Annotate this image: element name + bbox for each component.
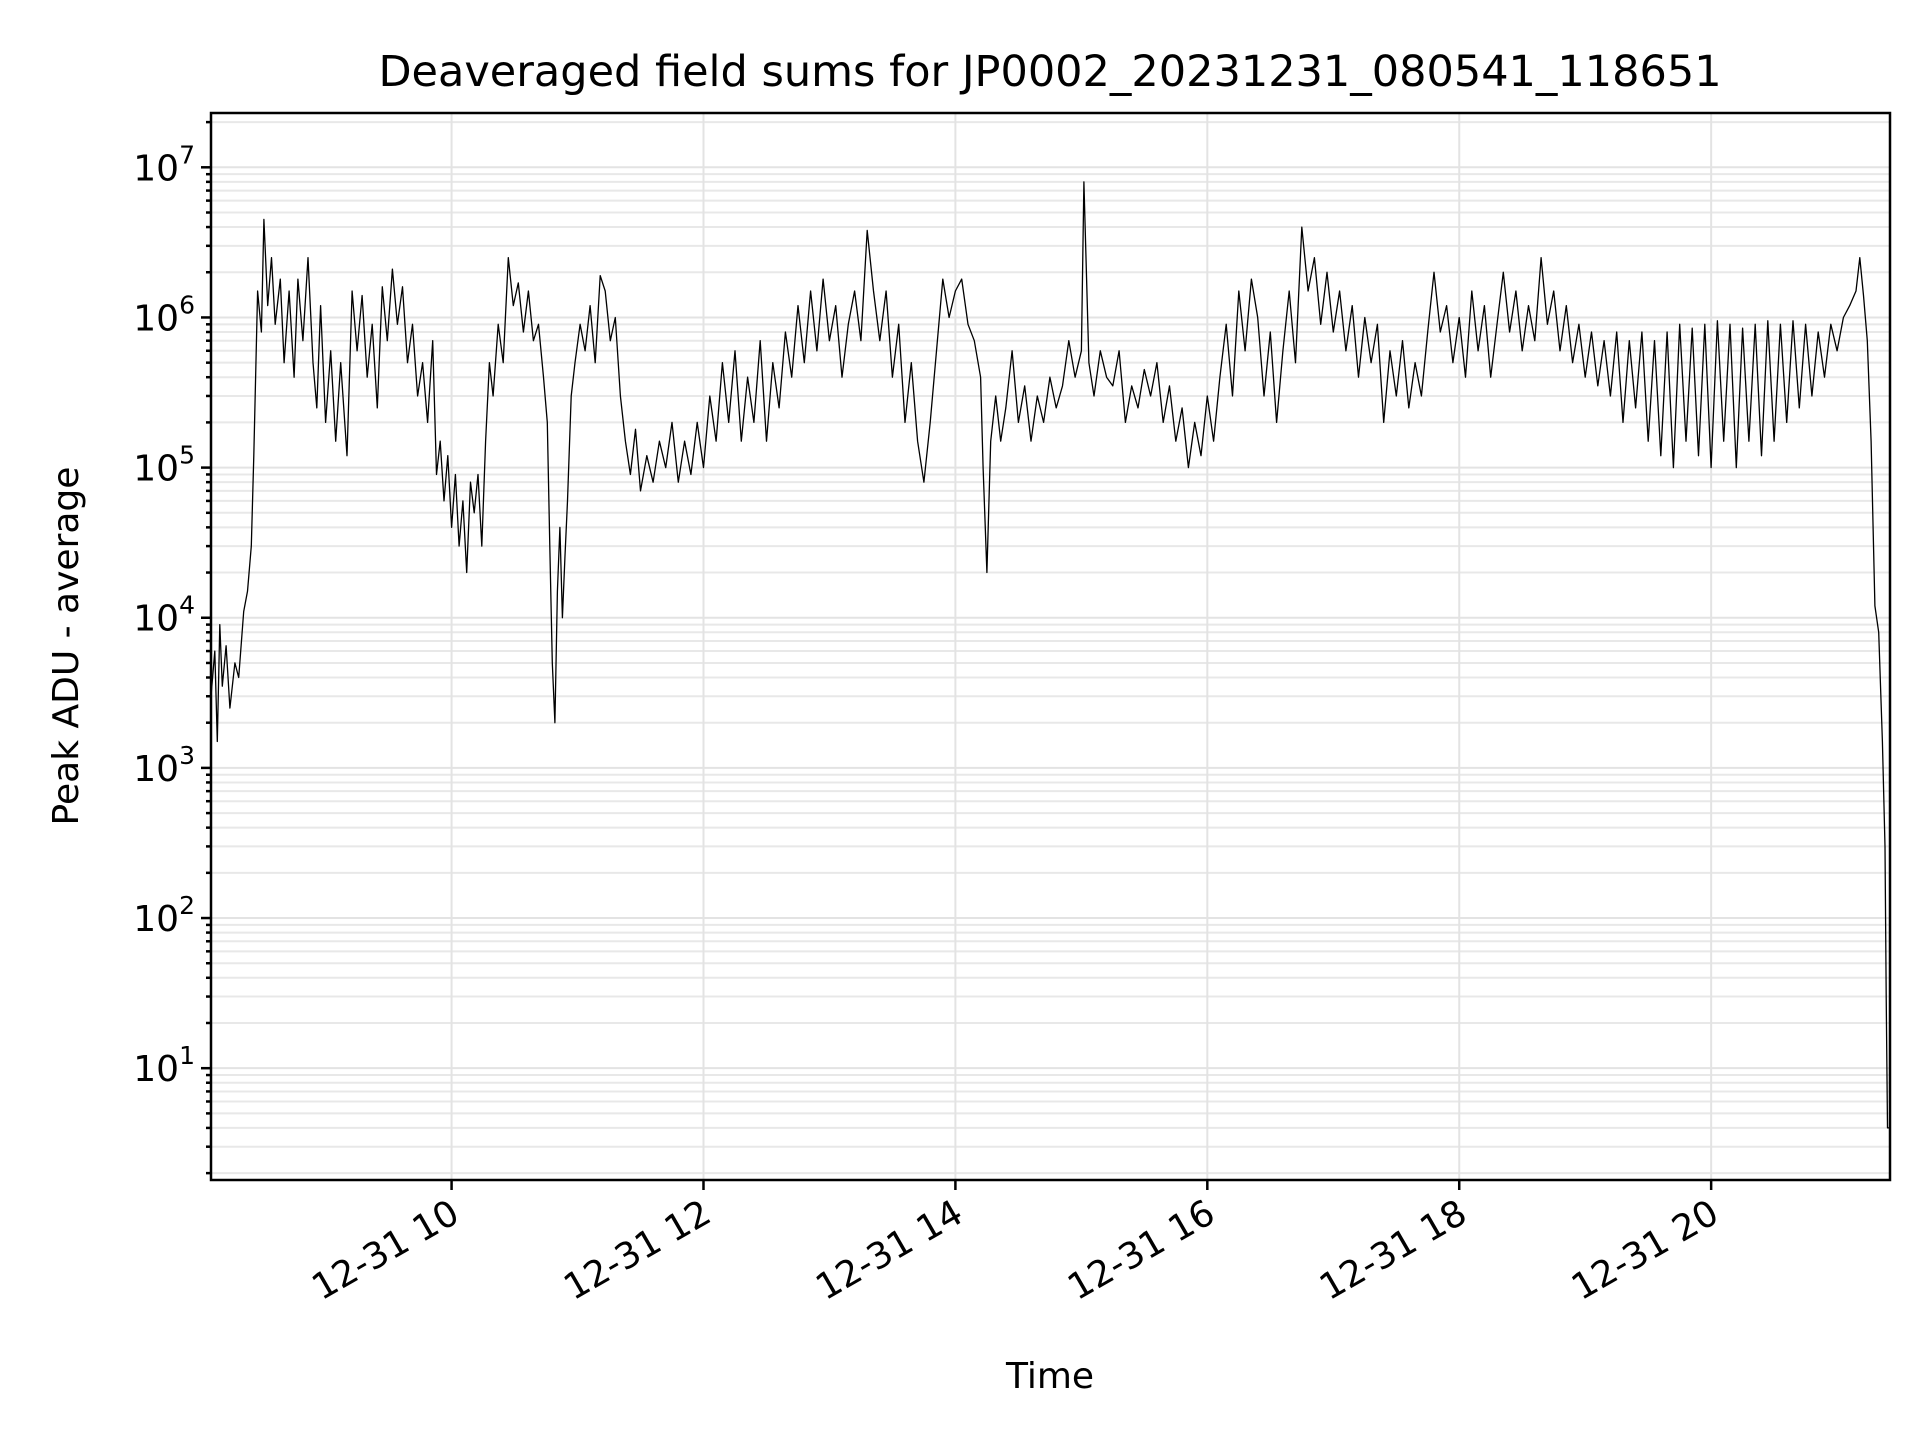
y-axis-label: Peak ADU - average — [46, 467, 87, 826]
x-tick-label: 12-31 14 — [809, 1192, 970, 1308]
x-tick-label: 12-31 12 — [557, 1192, 718, 1308]
y-tick-label: 107 — [133, 140, 195, 189]
x-tick-label: 12-31 10 — [305, 1192, 466, 1308]
y-tick-label: 103 — [133, 741, 195, 790]
x-tick-label: 12-31 18 — [1313, 1192, 1474, 1308]
y-tick-label: 102 — [133, 891, 195, 940]
x-tick-label: 12-31 16 — [1061, 1192, 1222, 1308]
y-tick-label: 104 — [133, 591, 195, 640]
x-axis-ticks: 12-31 10 12-31 12 12-31 14 12-31 16 12-31 18… — [305, 1180, 1726, 1309]
chart-title: Deaveraged field sums for JP0002_2023123… — [378, 47, 1721, 97]
y-tick-label: 101 — [133, 1041, 195, 1090]
series-layer — [210, 181, 1890, 1129]
plot-frame — [209, 111, 1892, 1182]
grid — [211, 113, 1890, 1180]
x-axis-label: Time — [1005, 1356, 1094, 1397]
y-tick-label: 106 — [133, 290, 195, 339]
x-tick-label: 12-31 20 — [1565, 1192, 1726, 1308]
y-tick-label: 105 — [133, 441, 195, 490]
y-axis-ticks: 101 102 103 104 105 106 107 — [133, 120, 211, 1175]
series-line — [210, 181, 1890, 1129]
